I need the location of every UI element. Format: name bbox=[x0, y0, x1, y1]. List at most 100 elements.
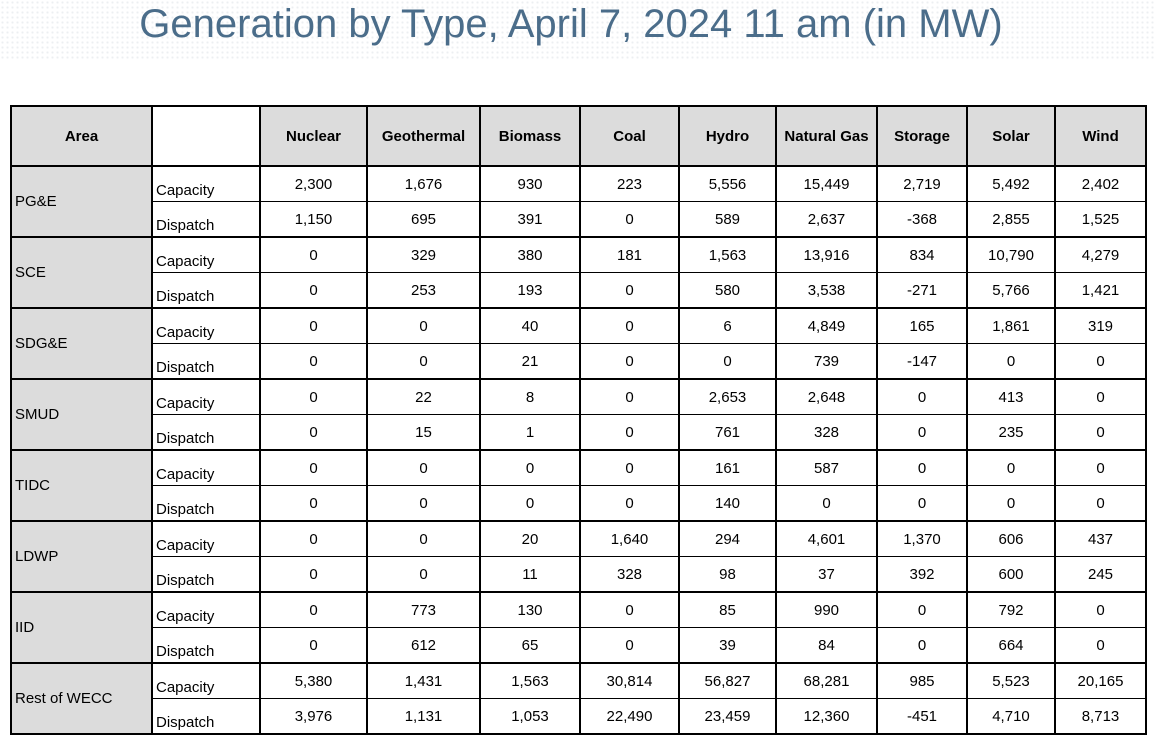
area-name: SDG&E bbox=[10, 307, 153, 380]
data-row: Dispatch 0 612 65 0 39 84 0 664 0 bbox=[11, 627, 1147, 664]
data-row: LDWP Capacity 0 0 20 1,640 294 4,601 1,370 606 437 bbox=[10, 520, 1147, 593]
row-label: Capacity bbox=[151, 378, 261, 415]
data-row: Dispatch 0 15 1 0 761 328 0 235 0 bbox=[11, 414, 1147, 451]
value-cell: 761 bbox=[678, 414, 777, 451]
value-cell: 0 bbox=[1054, 414, 1147, 451]
area-name: PG&E bbox=[10, 165, 153, 238]
value-cell: 1,640 bbox=[579, 520, 680, 557]
value-cell: 0 bbox=[876, 485, 968, 522]
value-cell: 391 bbox=[479, 201, 581, 238]
value-cell: 161 bbox=[678, 449, 777, 486]
value-cell: 695 bbox=[366, 201, 481, 238]
value-cell: 253 bbox=[366, 272, 481, 309]
data-row: Dispatch 0 0 0 0 140 0 0 0 0 bbox=[11, 485, 1147, 522]
page-title: Generation by Type, April 7, 2024 11 am … bbox=[139, 2, 1003, 46]
value-cell: 0 bbox=[775, 485, 878, 522]
value-cell: 0 bbox=[876, 414, 968, 451]
value-cell: 0 bbox=[366, 556, 481, 593]
value-cell: 22 bbox=[366, 378, 481, 415]
value-cell: 437 bbox=[1054, 520, 1147, 557]
column-header: Coal bbox=[579, 105, 680, 167]
value-cell: 0 bbox=[579, 343, 680, 380]
value-cell: 2,653 bbox=[678, 378, 777, 415]
value-cell: 245 bbox=[1054, 556, 1147, 593]
value-cell: 2,637 bbox=[775, 201, 878, 238]
value-cell: 0 bbox=[259, 272, 368, 309]
value-cell: 4,601 bbox=[775, 520, 878, 557]
data-row: Rest of WECC Capacity 5,380 1,431 1,563 30,81… bbox=[10, 662, 1147, 735]
area-name: IID bbox=[10, 591, 153, 664]
column-header: Solar bbox=[966, 105, 1056, 167]
value-cell: 30,814 bbox=[579, 662, 680, 699]
value-cell: 930 bbox=[479, 165, 581, 202]
value-cell: 223 bbox=[579, 165, 680, 202]
data-row: Dispatch 0 253 193 0 580 3,538 -271 5,766 1,421 bbox=[11, 272, 1147, 309]
row-label: Dispatch bbox=[151, 414, 261, 451]
value-cell: 0 bbox=[1054, 591, 1147, 628]
value-cell: 0 bbox=[479, 485, 581, 522]
value-cell: -147 bbox=[876, 343, 968, 380]
value-cell: 0 bbox=[876, 591, 968, 628]
column-header: Biomass bbox=[479, 105, 581, 167]
value-cell: 834 bbox=[876, 236, 968, 273]
data-row: SMUD Capacity 0 22 8 0 2,653 2,648 0 413 0 bbox=[10, 378, 1147, 451]
value-cell: 20,165 bbox=[1054, 662, 1147, 699]
value-cell: 0 bbox=[259, 485, 368, 522]
value-cell: 1,563 bbox=[678, 236, 777, 273]
value-cell: 0 bbox=[579, 591, 680, 628]
value-cell: 0 bbox=[1054, 343, 1147, 380]
value-cell: 739 bbox=[775, 343, 878, 380]
value-cell: 21 bbox=[479, 343, 581, 380]
value-cell: 0 bbox=[366, 485, 481, 522]
value-cell: 0 bbox=[966, 485, 1056, 522]
value-cell: 0 bbox=[1054, 627, 1147, 664]
value-cell: 20 bbox=[479, 520, 581, 557]
value-cell: 0 bbox=[259, 378, 368, 415]
value-cell: 0 bbox=[259, 236, 368, 273]
row-label: Capacity bbox=[151, 520, 261, 557]
column-header: Wind bbox=[1054, 105, 1147, 167]
value-cell: 181 bbox=[579, 236, 680, 273]
value-cell: 1,676 bbox=[366, 165, 481, 202]
value-cell: 98 bbox=[678, 556, 777, 593]
value-cell: 0 bbox=[579, 627, 680, 664]
value-cell: 2,300 bbox=[259, 165, 368, 202]
value-cell: 10,790 bbox=[966, 236, 1056, 273]
value-cell: 11 bbox=[479, 556, 581, 593]
value-cell: 13,916 bbox=[775, 236, 878, 273]
column-header: Storage bbox=[876, 105, 968, 167]
value-cell: 5,766 bbox=[966, 272, 1056, 309]
value-cell: 1,861 bbox=[966, 307, 1056, 344]
value-cell: 0 bbox=[259, 343, 368, 380]
blank-header bbox=[151, 105, 261, 167]
value-cell: 0 bbox=[479, 449, 581, 486]
value-cell: 0 bbox=[579, 414, 680, 451]
value-cell: 0 bbox=[876, 378, 968, 415]
row-label: Dispatch bbox=[151, 272, 261, 309]
value-cell: -271 bbox=[876, 272, 968, 309]
data-row: PG&E Capacity 2,300 1,676 930 223 5,556 15,449 2… bbox=[10, 165, 1147, 238]
value-cell: 85 bbox=[678, 591, 777, 628]
data-row: IID Capacity 0 773 130 0 85 990 0 792 0 bbox=[10, 591, 1147, 664]
value-cell: 0 bbox=[366, 307, 481, 344]
column-header: Natural Gas bbox=[775, 105, 878, 167]
value-cell: 0 bbox=[966, 449, 1056, 486]
value-cell: 84 bbox=[775, 627, 878, 664]
value-cell: 4,849 bbox=[775, 307, 878, 344]
value-cell: 587 bbox=[775, 449, 878, 486]
area-header: Area bbox=[10, 105, 153, 167]
value-cell: 6 bbox=[678, 307, 777, 344]
value-cell: 15 bbox=[366, 414, 481, 451]
value-cell: 294 bbox=[678, 520, 777, 557]
value-cell: 140 bbox=[678, 485, 777, 522]
value-cell: 5,380 bbox=[259, 662, 368, 699]
value-cell: 380 bbox=[479, 236, 581, 273]
data-row: Dispatch 0 0 21 0 0 739 -147 0 0 bbox=[11, 343, 1147, 380]
value-cell: 0 bbox=[1054, 449, 1147, 486]
value-cell: 68,281 bbox=[775, 662, 878, 699]
value-cell: 37 bbox=[775, 556, 878, 593]
value-cell: 193 bbox=[479, 272, 581, 309]
value-cell: 3,538 bbox=[775, 272, 878, 309]
value-cell: 0 bbox=[678, 343, 777, 380]
